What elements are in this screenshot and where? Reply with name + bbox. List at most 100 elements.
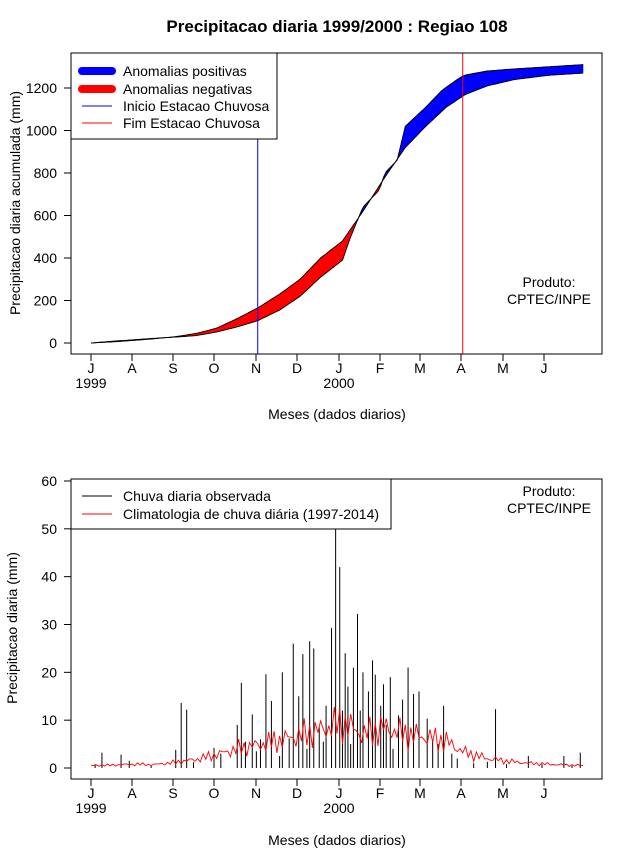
x-tick-label: D <box>292 360 302 376</box>
anomaly-segment <box>577 64 581 74</box>
x-tick-label: M <box>414 360 426 376</box>
anomaly-segment <box>536 67 540 78</box>
anomaly-segment <box>508 68 513 82</box>
anomaly-segment <box>454 78 458 103</box>
y-tick-label: 30 <box>41 617 57 633</box>
x-tick-label: F <box>376 360 385 376</box>
anomaly-segment <box>503 69 507 83</box>
plot2-legend: Chuva diaria observada Climatologia de c… <box>70 478 392 530</box>
anomaly-segment <box>467 73 472 94</box>
climatology-line <box>90 706 584 768</box>
x-tick-label: J <box>541 785 548 801</box>
anomaly-segment <box>320 255 324 278</box>
anomaly-segment <box>528 67 532 79</box>
x-tick-label: J <box>88 785 95 801</box>
anomaly-segment <box>410 117 414 143</box>
anomaly-segment <box>282 289 286 309</box>
anomaly-segment <box>292 281 297 302</box>
anomaly-segment <box>530 67 535 78</box>
y-tick-label: 200 <box>34 293 58 309</box>
y-axis: 0 200 400 600 800 1000 1200 <box>26 80 71 351</box>
anomaly-segment <box>331 246 335 270</box>
anomaly-segment <box>418 110 423 135</box>
year-label: 1999 <box>75 800 106 816</box>
anomaly-segment <box>328 248 332 272</box>
y-tick-label: 60 <box>41 473 57 489</box>
anomaly-segment <box>495 69 499 85</box>
anomaly-segment <box>484 70 488 88</box>
y-axis: 0 10 20 30 40 50 60 <box>41 473 71 776</box>
x-tick-label: S <box>168 785 177 801</box>
y-tick-label: 1200 <box>26 80 57 96</box>
anomaly-segment <box>506 68 510 82</box>
annotation-produto: Produto: <box>523 483 576 499</box>
anomaly-segment <box>432 96 436 121</box>
anomaly-segment <box>336 242 341 265</box>
y-tick-label: 0 <box>49 335 57 351</box>
y-tick-label: 40 <box>41 569 57 585</box>
anomaly-segment <box>424 104 428 129</box>
anomaly-segment <box>443 86 447 111</box>
plot1-legend: Anomalias positivas Anomalias negativas … <box>70 52 278 140</box>
x-tick-label: J <box>336 360 343 376</box>
anomaly-segment <box>287 285 291 306</box>
anomaly-segment <box>552 66 556 76</box>
x-tick-label: A <box>456 785 466 801</box>
anomaly-segment <box>309 265 313 289</box>
anomaly-segment <box>456 77 461 101</box>
y-tick-label: 600 <box>34 208 58 224</box>
x-tick-label: A <box>127 360 137 376</box>
x-tick-label: S <box>168 360 177 376</box>
cumulative-panel: 0 200 400 600 800 1000 1200 J A S O N D J F M A M J 1999 2… <box>7 52 603 422</box>
anomaly-segment <box>525 67 529 79</box>
anomaly-segment <box>487 70 491 87</box>
anomaly-segment <box>544 66 548 77</box>
plot2-xlabel: Meses (dados diarios) <box>268 832 406 848</box>
anomaly-segment <box>260 303 264 320</box>
anomaly-segment <box>271 297 275 315</box>
anomaly-segment <box>569 64 573 75</box>
anomaly-segment <box>265 300 269 318</box>
daily-bars <box>94 528 581 768</box>
anomaly-segment <box>312 262 316 286</box>
legend-box <box>70 478 392 530</box>
anomaly-segment <box>325 251 330 274</box>
anomaly-segment <box>251 308 256 323</box>
plot1-frame <box>70 52 603 355</box>
x-tick-label: O <box>209 785 220 801</box>
year-label: 1999 <box>75 375 106 391</box>
anomaly-segment <box>473 72 477 92</box>
anomaly-segment <box>492 70 496 85</box>
anomaly-segment <box>276 293 280 312</box>
year-label: 2000 <box>323 800 354 816</box>
annotation-cptec: CPTEC/INPE <box>507 500 591 516</box>
anomaly-segment <box>446 84 450 108</box>
anomaly-segment <box>437 90 442 116</box>
x-tick-label: J <box>541 360 548 376</box>
x-tick-label: O <box>209 360 220 376</box>
x-tick-label: M <box>497 360 509 376</box>
anomaly-segment <box>268 298 272 316</box>
legend-label: Inicio Estacao Chuvosa <box>123 98 270 114</box>
x-tick-label: F <box>376 785 385 801</box>
anomaly-segment <box>563 65 567 75</box>
anomaly-segment <box>476 72 480 91</box>
anomaly-segment <box>333 244 338 268</box>
anomaly-segment <box>500 69 505 84</box>
year-labels: 1999 2000 <box>75 375 354 391</box>
legend-label: Anomalias positivas <box>123 63 247 79</box>
anomaly-segment <box>560 65 565 75</box>
y-tick-label: 50 <box>41 521 57 537</box>
anomaly-segment <box>415 112 420 137</box>
year-labels: 1999 2000 <box>75 800 354 816</box>
figure-title: Precipitacao diaria 1999/2000 : Regiao 1… <box>166 17 507 36</box>
climatology-cumulative-line <box>90 72 584 344</box>
y-tick-label: 20 <box>41 664 57 680</box>
anomaly-segment <box>435 93 439 119</box>
anomaly-segment <box>249 310 253 324</box>
plot1-ylabel: Precipitacao diaria acumulada (mm) <box>7 91 23 315</box>
anomaly-fills <box>90 64 584 344</box>
x-tick-label: N <box>251 785 261 801</box>
anomaly-segment <box>407 120 412 146</box>
